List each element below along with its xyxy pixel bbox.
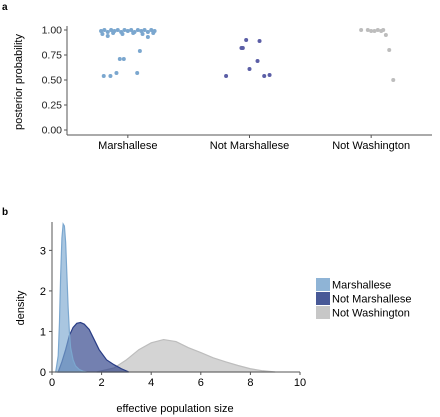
point-2-8 xyxy=(387,48,392,52)
point-0-1 xyxy=(102,28,107,32)
point-1-2 xyxy=(244,38,249,42)
point-2-0 xyxy=(359,28,364,32)
point-0-26 xyxy=(121,57,126,61)
point-2-7 xyxy=(383,33,388,37)
point-0-21 xyxy=(140,32,145,36)
panel-a-points xyxy=(99,28,396,82)
point-1-3 xyxy=(247,67,252,71)
legend-label-2: Not Washington xyxy=(332,308,410,320)
point-2-9 xyxy=(391,78,396,82)
point-0-12 xyxy=(139,29,144,33)
point-0-25 xyxy=(117,57,122,61)
point-1-6 xyxy=(262,74,267,78)
panel-a-y-tick-label-3: 0.75 xyxy=(42,50,63,62)
point-0-20 xyxy=(131,31,136,35)
panel-b-density-areas xyxy=(55,222,276,373)
panel-a-y-tick-label-0: 0.00 xyxy=(42,125,63,137)
panel-a-x-tick-label-1: Not Marshallese xyxy=(210,140,289,152)
panel-b-x-tick-label-2: 4 xyxy=(148,377,154,389)
panel-b-y-tick-label-0: 0 xyxy=(40,367,46,379)
point-2-4 xyxy=(375,28,380,32)
panel-b-x-tick-label-0: 0 xyxy=(49,377,55,389)
point-0-3 xyxy=(109,28,114,32)
panel-a-y-tick-label-2: 0.50 xyxy=(42,75,63,87)
point-1-4 xyxy=(255,59,260,63)
point-0-9 xyxy=(129,28,134,32)
point-0-22 xyxy=(151,31,156,35)
point-0-11 xyxy=(135,28,140,32)
panel-b-y-tick-label-3: 3 xyxy=(40,245,46,257)
legend-label-0: Marshallese xyxy=(332,280,391,292)
panel-b-legend: Marshallese Not Marshallese Not Washington xyxy=(316,278,411,320)
panel-a-y-axis-title: posterior probability xyxy=(13,34,25,130)
panel-b-x-tick-label-4: 8 xyxy=(247,377,253,389)
density-area-0 xyxy=(96,338,276,373)
panel-b-axes: 0 1 2 3 0 2 4 6 8 10 xyxy=(40,222,306,389)
panel-b-y-axis-title: density xyxy=(15,290,27,325)
panel-b-x-axis-title: effective population size xyxy=(116,403,233,415)
point-0-27 xyxy=(137,49,142,53)
point-1-7 xyxy=(267,73,272,77)
point-0-24 xyxy=(145,35,150,39)
panel-a-scatter: a 0.00 0.25 0.50 0.75 1.00 Marshallese Not Mar… xyxy=(2,2,432,152)
panel-a-x-tick-label-2: Not Washington xyxy=(332,140,410,152)
point-2-2 xyxy=(369,29,374,33)
point-0-23 xyxy=(105,34,110,38)
panel-b-x-tick-label-5: 10 xyxy=(294,377,306,389)
density-area-2 xyxy=(55,222,87,373)
panel-b-x-tick-label-1: 2 xyxy=(99,377,105,389)
point-0-2 xyxy=(105,30,110,34)
point-0-14 xyxy=(145,30,150,34)
legend-swatch-2 xyxy=(316,306,330,319)
point-0-30 xyxy=(114,71,119,75)
point-0-28 xyxy=(101,74,106,78)
panel-b-x-tick-label-3: 6 xyxy=(198,377,204,389)
panel-a-label: a xyxy=(2,2,8,13)
point-1-5 xyxy=(257,39,262,43)
point-0-29 xyxy=(108,74,113,78)
legend-swatch-0 xyxy=(316,278,330,291)
point-2-1 xyxy=(365,28,370,32)
panel-b-y-tick-label-2: 2 xyxy=(40,286,46,298)
point-0-18 xyxy=(111,31,116,35)
point-0-7 xyxy=(122,28,127,32)
panel-b-label: b xyxy=(2,207,8,218)
point-0-17 xyxy=(100,32,105,36)
point-1-0 xyxy=(224,74,229,78)
legend-swatch-1 xyxy=(316,292,330,305)
panel-a-y-tick-label-1: 0.25 xyxy=(42,100,63,112)
point-0-13 xyxy=(142,28,147,32)
point-0-15 xyxy=(149,28,154,32)
panel-a-x-tick-label-0: Marshallese xyxy=(98,140,157,152)
point-1-8 xyxy=(239,46,244,50)
panel-a-y-tick-label-4: 1.00 xyxy=(42,25,63,37)
point-0-0 xyxy=(99,29,104,33)
legend-label-1: Not Marshallese xyxy=(332,294,411,306)
point-2-6 xyxy=(381,28,386,32)
panel-b-density: b 0 1 2 3 0 2 4 6 8 10 density effective populati… xyxy=(2,207,411,415)
point-0-5 xyxy=(115,28,120,32)
point-2-3 xyxy=(372,29,377,33)
point-0-8 xyxy=(125,29,130,33)
panel-a-axes: 0.00 0.25 0.50 0.75 1.00 Marshallese Not Marsh… xyxy=(42,25,432,152)
panel-b-y-tick-label-1: 1 xyxy=(40,326,46,338)
point-0-31 xyxy=(135,71,140,75)
point-0-19 xyxy=(120,32,125,36)
